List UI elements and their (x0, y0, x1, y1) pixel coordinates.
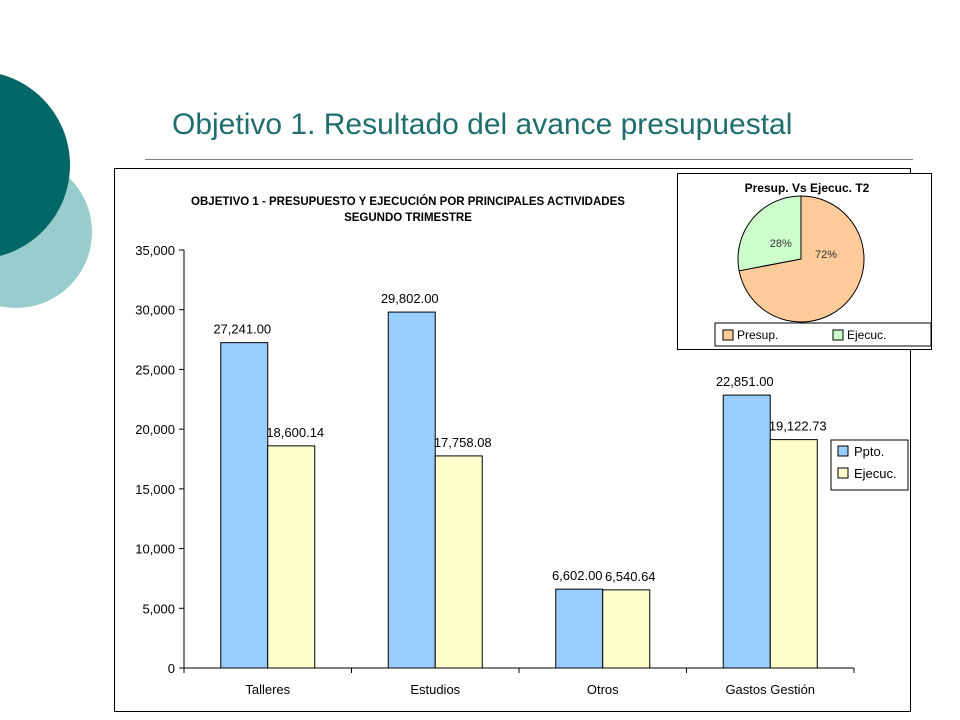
pie-legend-label: Ejecuc. (847, 328, 886, 342)
pie-slice-label: 72% (815, 249, 837, 261)
data-label: 17,758.08 (434, 435, 492, 450)
legend-swatch (837, 445, 849, 457)
pie-legend-box (714, 322, 932, 347)
y-tick-label: 20,000 (135, 422, 175, 437)
y-tick-label: 0 (168, 661, 175, 676)
legend-swatch (837, 467, 849, 479)
pie-legend-swatch (832, 329, 844, 341)
y-tick-label: 35,000 (135, 243, 175, 258)
legend-label: Ppto. (854, 444, 884, 459)
y-tick-label: 25,000 (135, 362, 175, 377)
bar-ppto (555, 588, 604, 669)
bar-chart: OBJETIVO 1 - PRESUPUESTO Y EJECUCIÓN POR… (135, 195, 909, 697)
data-label: 18,600.14 (266, 425, 324, 440)
legend-label: Ejecuc. (854, 466, 897, 481)
x-tick-label: Gastos Gestión (725, 682, 815, 697)
pie-legend: Presup. Ejecuc. (714, 322, 932, 347)
data-label: 6,602.00 (552, 568, 603, 583)
y-tick-label: 10,000 (135, 542, 175, 557)
pie-slice-label: 28% (770, 238, 792, 250)
pie-slice-ejecuc (737, 195, 802, 272)
data-label: 27,241.00 (213, 322, 271, 337)
y-tick-label: 15,000 (135, 482, 175, 497)
pie-title: Presup. Vs Ejecuc. T2 (745, 181, 870, 195)
bar-ppto (722, 394, 771, 669)
pie-legend-label: Presup. (737, 328, 778, 342)
chart-title: OBJETIVO 1 - PRESUPUESTO Y EJECUCIÓN POR… (191, 195, 625, 208)
data-label: 6,540.64 (605, 569, 656, 584)
pie-slice-presup (738, 195, 865, 323)
data-label: 22,851.00 (716, 374, 774, 389)
decorative-circles (0, 74, 92, 308)
pie-legend-swatch (722, 329, 734, 341)
bar-ppto (387, 311, 436, 669)
bar-ejecuc (602, 589, 651, 669)
data-label: 19,122.73 (769, 419, 827, 434)
chart-subtitle: SEGUNDO TRIMESTRE (344, 212, 472, 224)
bar-ejecuc (769, 439, 818, 669)
pie-chart: Presup. Vs Ejecuc. T2 72% 28% Presup. Ejecuc… (714, 181, 932, 347)
data-label: 29,802.00 (381, 291, 439, 306)
y-tick-label: 30,000 (135, 303, 175, 318)
x-tick-label: Estudios (410, 682, 460, 697)
bar-ejecuc (434, 455, 483, 669)
title-divider (145, 159, 913, 160)
x-tick-label: Otros (587, 682, 619, 697)
slide-title: Objetivo 1. Resultado del avance presupu… (172, 108, 793, 141)
bar-ejecuc (267, 445, 316, 669)
bar-legend: Ppto. Ejecuc. (830, 439, 909, 491)
x-tick-label: Talleres (245, 682, 290, 697)
bar-ppto (220, 342, 269, 669)
deco-circle-dark (0, 74, 70, 256)
y-tick-label: 5,000 (142, 601, 175, 616)
